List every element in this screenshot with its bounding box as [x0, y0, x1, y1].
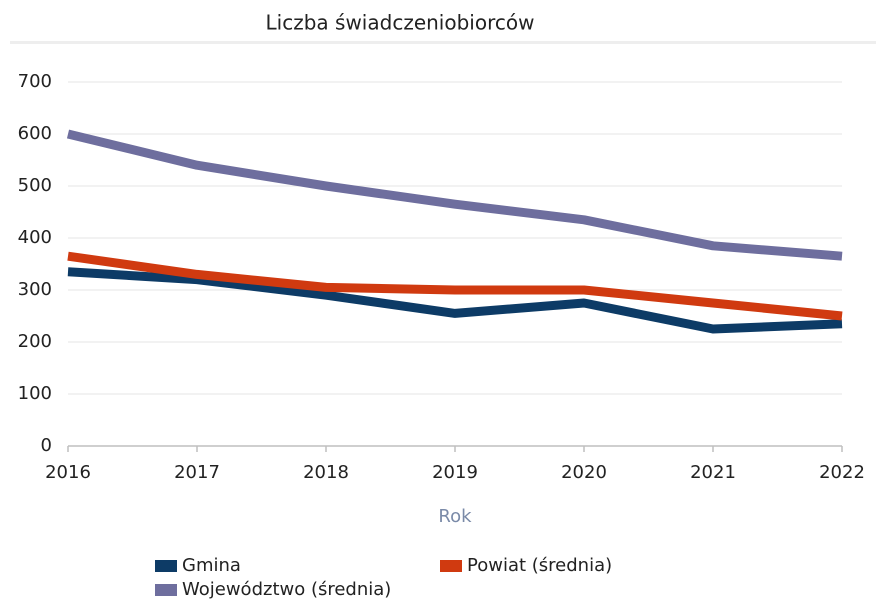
x-axis-label: Rok — [438, 506, 472, 527]
legend-swatch — [155, 560, 177, 572]
legend-label: Województwo (średnia) — [182, 579, 391, 600]
y-tick-label: 200 — [18, 331, 52, 352]
legend-swatch — [440, 560, 462, 572]
legend-swatch — [155, 584, 177, 596]
x-tick-label: 2022 — [819, 462, 865, 483]
x-tick-label: 2016 — [45, 462, 91, 483]
y-tick-label: 100 — [18, 383, 52, 404]
x-tick-label: 2017 — [174, 462, 220, 483]
legend-label: Powiat (średnia) — [467, 555, 612, 576]
x-tick-label: 2020 — [561, 462, 607, 483]
title-separator — [10, 41, 876, 44]
x-tick-label: 2019 — [432, 462, 478, 483]
y-tick-label: 600 — [18, 123, 52, 144]
y-tick-label: 400 — [18, 227, 52, 248]
line-series — [66, 129, 843, 261]
x-tick-label: 2021 — [690, 462, 736, 483]
y-tick-label: 300 — [18, 279, 52, 300]
x-tick-label: 2018 — [303, 462, 349, 483]
y-tick-label: 700 — [18, 71, 52, 92]
line-series — [67, 267, 843, 334]
y-tick-label: 0 — [41, 435, 52, 456]
line-series — [67, 251, 843, 321]
legend-label: Gmina — [182, 555, 241, 576]
y-tick-label: 500 — [18, 175, 52, 196]
chart-title: Liczba świadczeniobiorców — [266, 11, 535, 35]
